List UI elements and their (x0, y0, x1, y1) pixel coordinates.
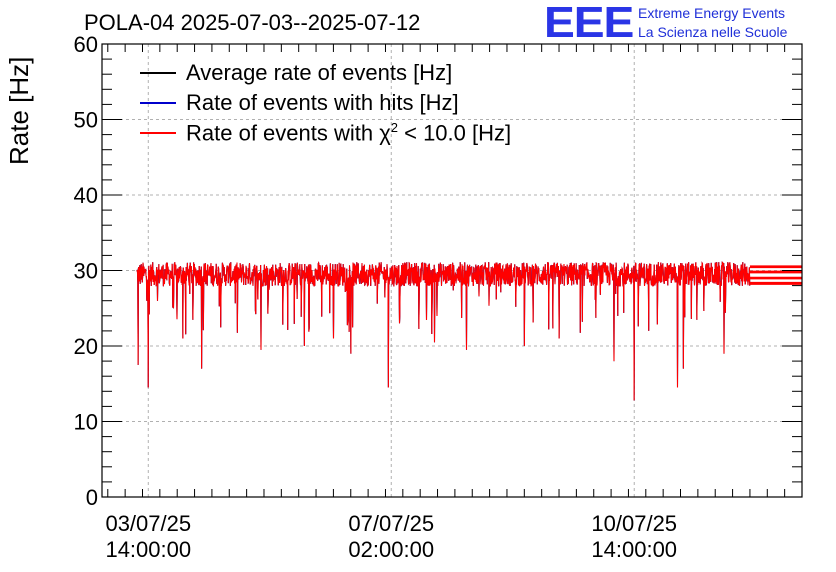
series-layer (136, 261, 802, 401)
x-tick-label-date: 10/07/25 (591, 511, 677, 536)
x-tick-label-time: 02:00:00 (348, 537, 434, 562)
y-axis-label: Rate [Hz] (4, 56, 34, 165)
tick-label-layer: 010203040506003/07/2514:00:0007/07/2502:… (74, 32, 678, 562)
y-tick-label: 0 (86, 485, 98, 510)
x-tick-label-time: 14:00:00 (105, 537, 191, 562)
legend-label-average: Average rate of events [Hz] (186, 60, 453, 85)
legend-label-chi2-pre: Rate of events with χ (186, 120, 391, 146)
tick-layer (102, 43, 802, 498)
chart-title: POLA-04 2025-07-03--2025-07-12 (84, 10, 421, 35)
y-tick-label: 40 (74, 183, 98, 208)
legend-swatch-hits (140, 102, 176, 104)
legend-label-chi2-sup: 2 (390, 119, 398, 135)
legend: Average rate of events [Hz] Rate of even… (140, 58, 511, 148)
legend-label-chi2-post: < 10.0 [Hz] (398, 120, 512, 146)
legend-item-average: Average rate of events [Hz] (140, 58, 511, 88)
x-tick-label-date: 07/07/25 (348, 511, 434, 536)
org-line1: Extreme Energy Events (638, 5, 786, 21)
eee-logo: EEE (544, 0, 634, 47)
y-tick-label: 20 (74, 334, 98, 359)
legend-label-chi2: Rate of events with χ2 < 10.0 [Hz] (186, 120, 511, 146)
org-line2: La Scienza nelle Scuole (638, 24, 788, 40)
y-tick-label: 10 (74, 410, 98, 435)
y-tick-label: 30 (74, 259, 98, 284)
legend-swatch-chi2 (140, 132, 176, 134)
org-name: Extreme Energy Events La Scienza nelle S… (638, 4, 787, 42)
y-tick-label: 60 (74, 32, 98, 57)
legend-swatch-average (140, 72, 176, 74)
x-tick-label-time: 14:00:00 (591, 537, 677, 562)
legend-item-hits: Rate of events with hits [Hz] (140, 88, 511, 118)
legend-item-chi2: Rate of events with χ2 < 10.0 [Hz] (140, 118, 511, 148)
x-tick-label-date: 03/07/25 (105, 511, 191, 536)
legend-label-hits: Rate of events with hits [Hz] (186, 90, 459, 115)
series-line-chi2 (136, 261, 751, 401)
y-tick-label: 50 (74, 108, 98, 133)
